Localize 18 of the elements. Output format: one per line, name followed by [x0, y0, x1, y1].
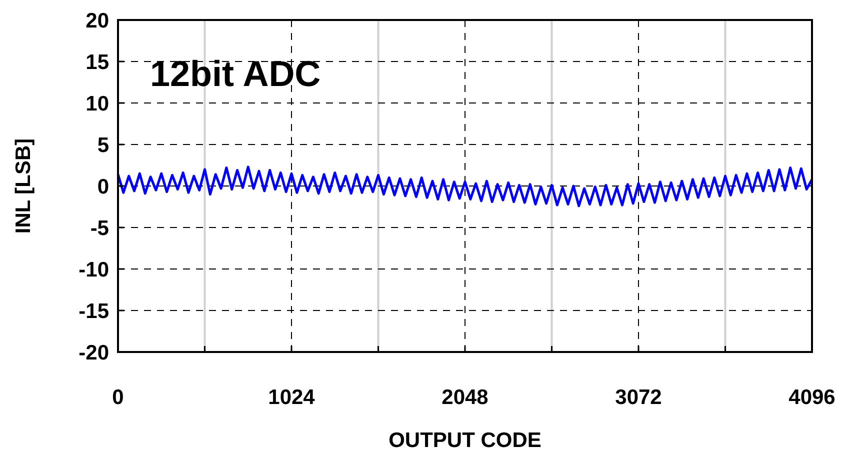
- annotation: 12bit ADC: [150, 53, 321, 94]
- x-axis-title: OUTPUT CODE: [388, 429, 542, 452]
- y-tick-label: 10: [86, 92, 109, 116]
- y-tick-label: 0: [97, 176, 109, 199]
- x-tick-label: 3072: [615, 386, 662, 409]
- x-tick-label: 1024: [268, 386, 316, 409]
- y-tick-label: 5: [97, 134, 110, 158]
- y-tick-label: 15: [86, 51, 110, 74]
- y-tick-label: -5: [90, 217, 110, 240]
- y-tick-label: 20: [86, 10, 109, 33]
- y-tick-label: -10: [78, 258, 109, 282]
- x-tick-label: 4096: [788, 386, 836, 409]
- y-tick-label: -20: [78, 342, 109, 365]
- x-tick-label: 2048: [442, 386, 489, 409]
- x-tick-label: 0: [112, 386, 124, 409]
- line-series: [116, 166, 814, 208]
- y-axis-title: INL [LSB]: [12, 138, 35, 234]
- y-tick-label: -15: [78, 300, 110, 324]
